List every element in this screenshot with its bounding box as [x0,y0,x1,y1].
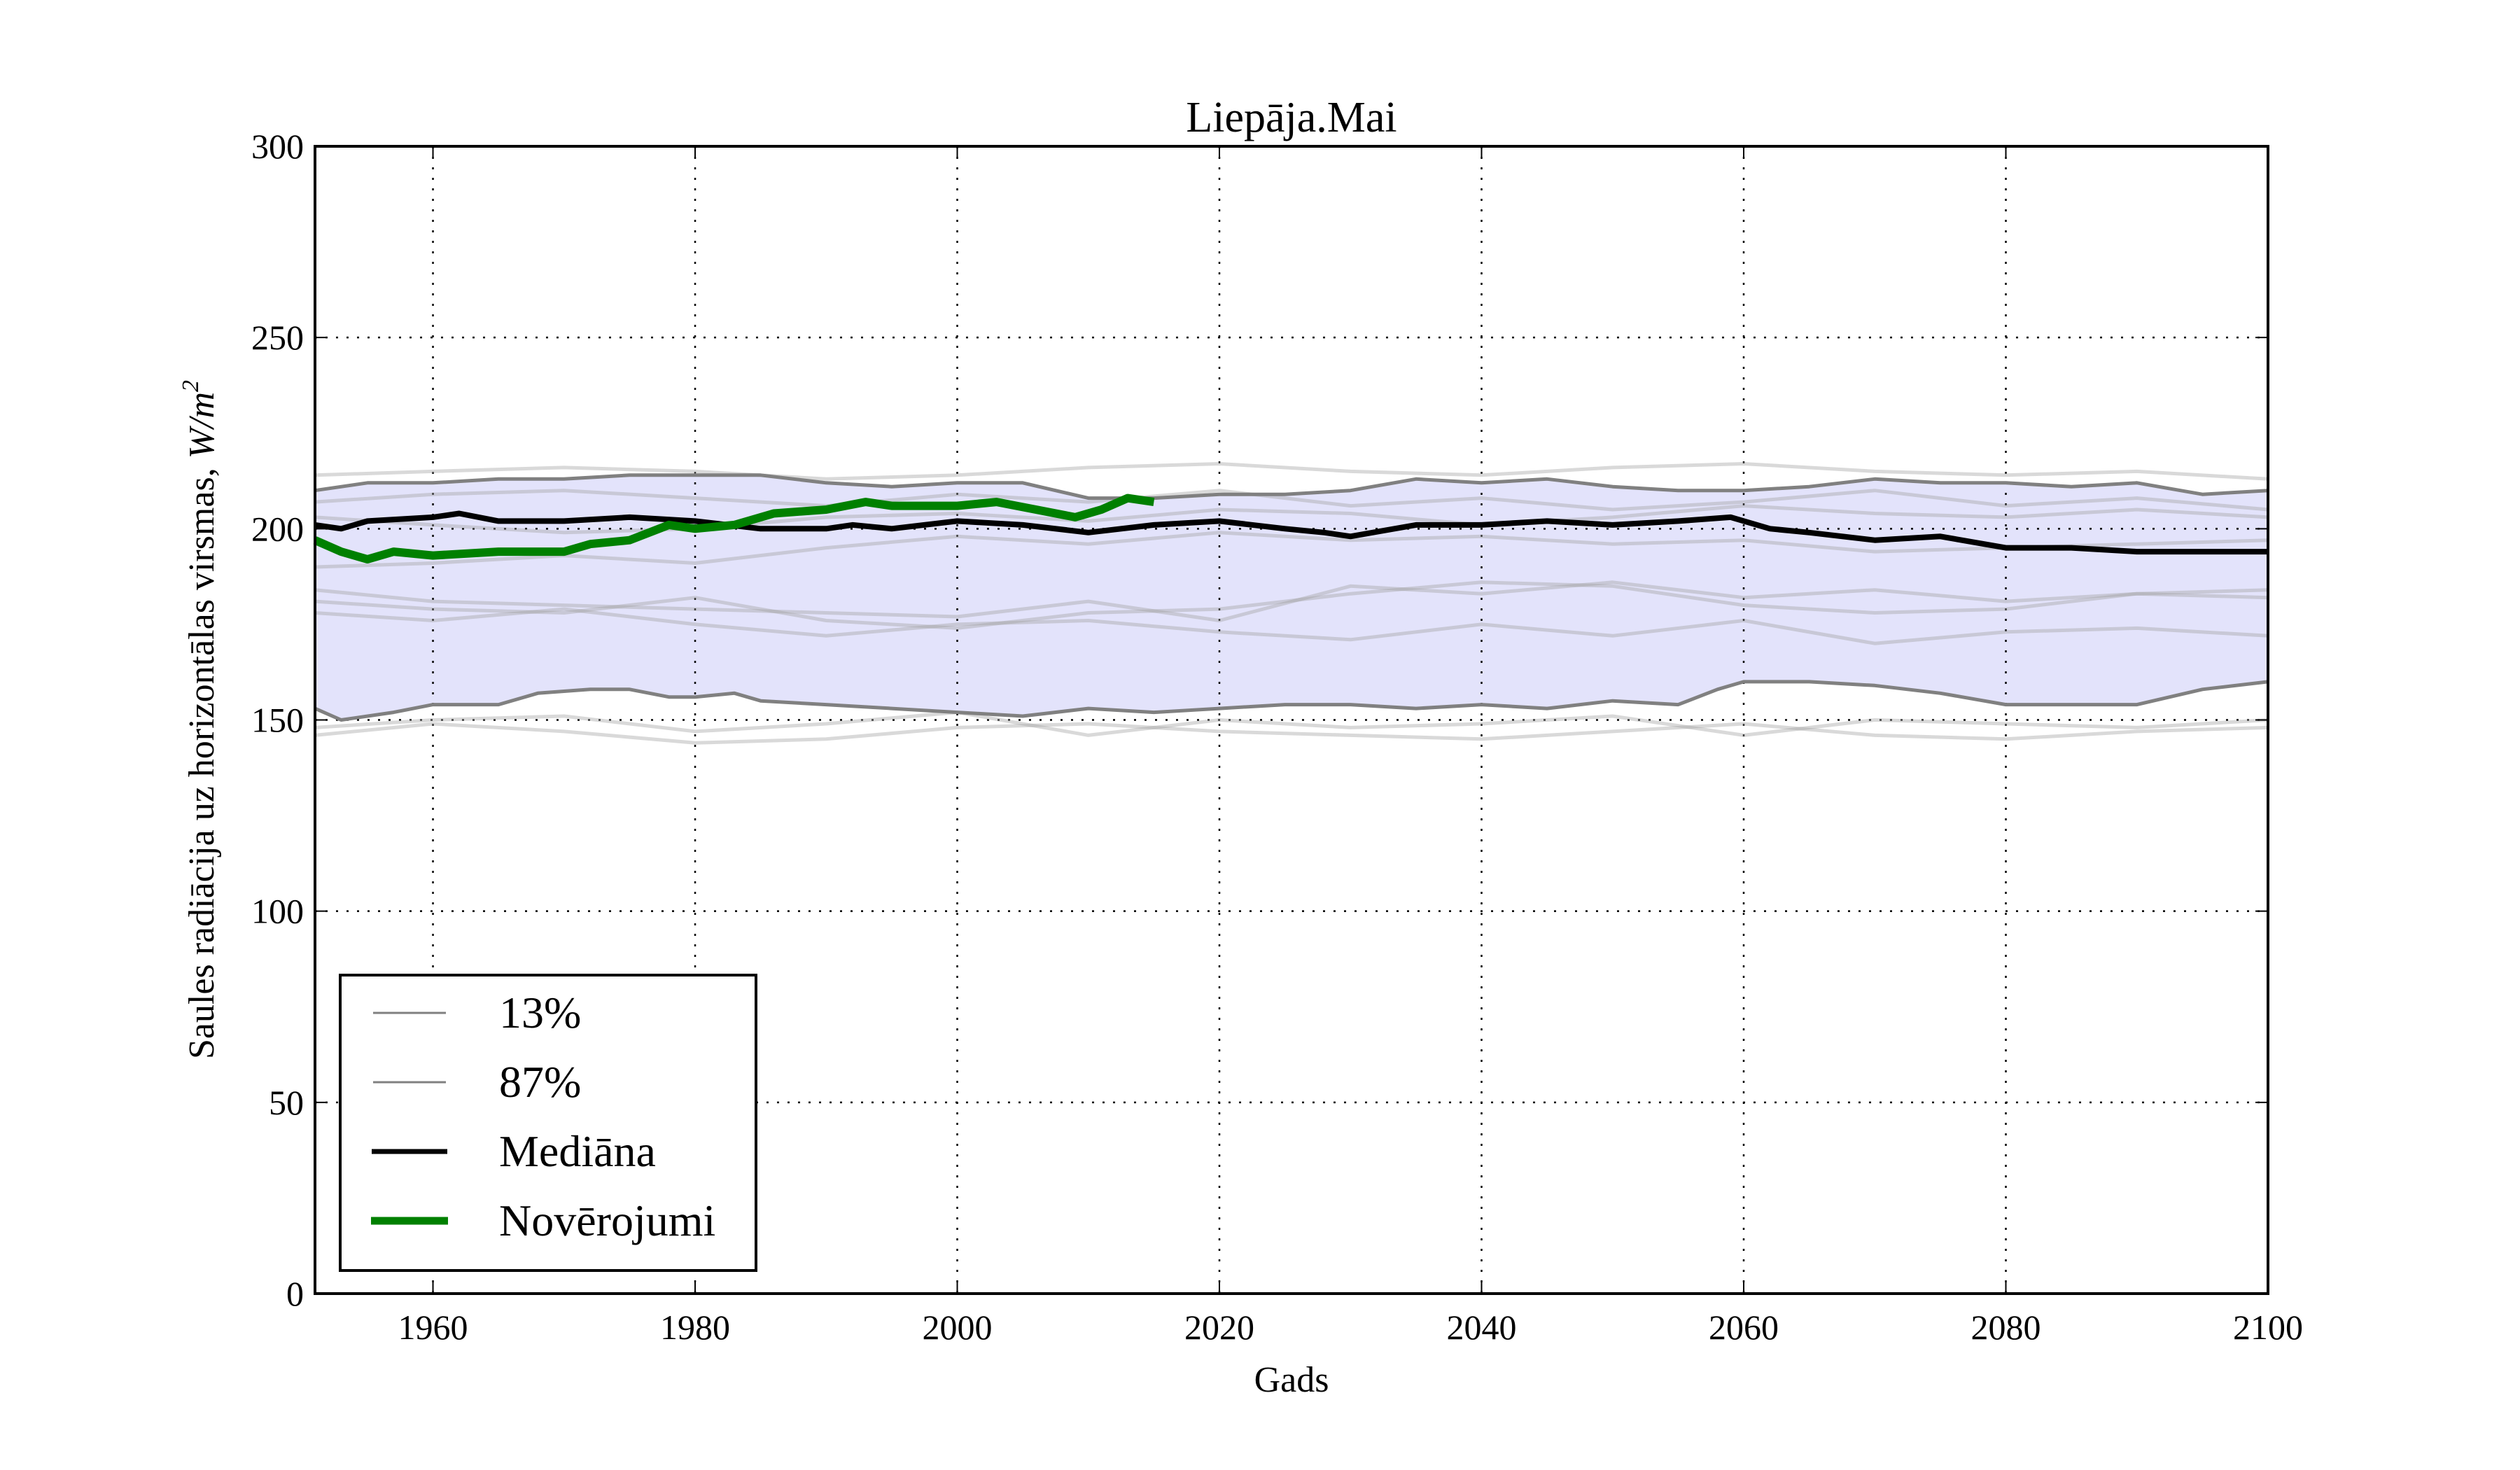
y-tick-label: 300 [251,127,304,166]
y-axis-label-exponent: 2 [178,380,204,392]
x-tick-label: 2100 [2233,1308,2303,1347]
x-axis-label: Gads [1254,1360,1329,1400]
ensemble-members [314,462,2269,745]
x-tick-label: 2080 [1971,1308,2041,1347]
ensemble-member-line [314,462,2269,481]
series-lines [313,473,2269,722]
legend: 13% 87% Mediāna Novērojumi [339,974,757,1272]
ensemble-member-line [314,722,2269,745]
y-tick-label: 50 [269,1083,304,1122]
y-tick-label: 250 [251,318,304,357]
y-tick-label: 100 [251,892,304,931]
y-axis-label-text: Saules radiācija uz horizontālas virsmas… [182,458,222,1059]
x-tick-label: 2040 [1447,1308,1517,1347]
axis-ticks: 1960 1980 2000 2020 2040 2060 2080 2100 0 50 100 15… [251,127,2303,1347]
ensemble-member-line [314,580,2269,622]
y-axis-label-unit: W/m [182,392,222,458]
legend-label-observations: Novērojumi [499,1196,715,1245]
chart-title: Liepāja.Mai [1186,94,1396,141]
x-tick-label: 1980 [660,1308,730,1347]
ensemble-member-line [314,504,2269,535]
percentile-band [315,475,2268,720]
legend-label-median: Mediāna [499,1126,656,1176]
ensemble-member-line [314,531,2269,569]
percentile-87-line [314,473,2269,500]
percentile-13-line [314,680,2269,722]
y-tick-label: 200 [251,509,304,548]
x-tick-label: 2060 [1709,1308,1779,1347]
y-axis-label: Saules radiācija uz horizontālas virsmas… [178,380,222,1059]
x-tick-label: 2000 [923,1308,993,1347]
ensemble-member-line [314,710,2269,737]
ensemble-member-line [314,489,2269,512]
ensemble-member-line [314,580,2269,630]
y-tick-label: 0 [286,1274,304,1313]
y-tick-label: 150 [251,701,304,740]
median-line [314,510,2268,555]
x-tick-label: 2020 [1184,1308,1254,1347]
ensemble-member-line [314,607,2269,645]
x-tick-label: 1960 [398,1308,468,1347]
legend-label-87: 87% [499,1057,581,1107]
observations-line [313,493,1155,564]
percentile-band-area [315,475,2268,720]
legend-label-13: 13% [499,988,581,1037]
